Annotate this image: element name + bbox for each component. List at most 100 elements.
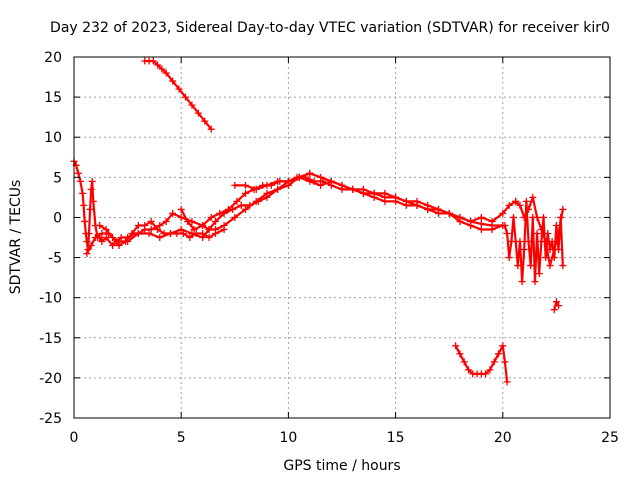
- data-point: [486, 366, 494, 374]
- data-point: [156, 221, 164, 229]
- series-track-9: [512, 193, 567, 270]
- data-point: [181, 93, 189, 101]
- tick-layer: 0 5 10 15 20 25 -25 -20 -15 -10 -5 0 5 10 15 20: [39, 50, 619, 446]
- grid-layer: [74, 57, 610, 418]
- data-point: [503, 378, 511, 386]
- data-point: [550, 306, 558, 314]
- data-point: [555, 302, 563, 310]
- data-point: [327, 177, 335, 185]
- data-point: [175, 85, 183, 93]
- data-point: [252, 185, 260, 193]
- data-point: [109, 234, 117, 241]
- data-point: [184, 217, 192, 225]
- data-point: [102, 234, 110, 241]
- y-tick-label: -25: [39, 411, 62, 427]
- data-point: [109, 242, 117, 250]
- data-point: [242, 205, 250, 213]
- data-point: [499, 209, 507, 217]
- y-tick-label: 0: [53, 210, 62, 226]
- data-point: [156, 234, 164, 241]
- x-tick-label: 0: [70, 430, 79, 446]
- data-point: [102, 225, 110, 233]
- y-tick-label: -5: [48, 251, 62, 267]
- data-point: [254, 197, 262, 205]
- data-point: [199, 221, 207, 229]
- data-point: [520, 246, 528, 254]
- data-point: [535, 270, 543, 278]
- data-point: [559, 205, 567, 213]
- data-point: [147, 225, 155, 233]
- data-point: [540, 213, 548, 221]
- data-point: [233, 197, 241, 205]
- x-axis-label: GPS time / hours: [283, 458, 400, 474]
- plot-frame: [73, 56, 611, 419]
- data-point: [74, 169, 82, 177]
- y-tick-label: -20: [39, 371, 62, 387]
- data-point: [154, 225, 162, 233]
- data-point: [231, 181, 239, 189]
- data-point: [501, 221, 509, 229]
- data-point: [284, 177, 292, 185]
- y-tick-label: 10: [44, 130, 62, 146]
- data-point: [96, 221, 104, 229]
- data-point: [87, 185, 95, 193]
- data-point: [224, 205, 232, 213]
- data-point: [452, 342, 460, 350]
- data-point: [237, 201, 245, 209]
- data-point: [201, 117, 209, 125]
- chart-title: Day 232 of 2023, Sidereal Day-to-day VTE…: [50, 20, 610, 36]
- data-point: [467, 221, 475, 229]
- data-point: [317, 181, 325, 189]
- x-tick-label: 25: [601, 430, 619, 446]
- data-point: [149, 57, 157, 65]
- data-point: [169, 77, 177, 85]
- data-point: [88, 177, 96, 185]
- series-track-10: [550, 298, 563, 314]
- data-point: [522, 197, 530, 205]
- data-point: [306, 169, 314, 177]
- data-point: [199, 229, 207, 237]
- data-point: [160, 229, 168, 237]
- data-point: [490, 358, 498, 366]
- data-point: [349, 185, 357, 193]
- data-point: [192, 229, 200, 237]
- data-point: [552, 298, 560, 306]
- data-point: [179, 229, 187, 237]
- data-point: [520, 213, 528, 221]
- data-point: [220, 225, 228, 233]
- data-point: [212, 217, 220, 225]
- data-point: [555, 229, 563, 237]
- data-point: [177, 213, 185, 221]
- y-tick-label: 15: [44, 90, 62, 106]
- data-point: [456, 217, 464, 225]
- data-point: [510, 213, 518, 221]
- data-point: [533, 213, 541, 221]
- data-point: [381, 189, 389, 197]
- y-tick-label: -15: [39, 331, 62, 347]
- data-point: [186, 234, 194, 241]
- data-point: [533, 229, 541, 237]
- data-point: [207, 213, 215, 221]
- y-tick-label: -10: [39, 291, 62, 307]
- data-point: [548, 238, 556, 246]
- data-point: [381, 197, 389, 205]
- data-point: [177, 225, 185, 233]
- data-point: [544, 229, 552, 237]
- data-point: [134, 229, 142, 237]
- data-point: [145, 229, 153, 237]
- data-point: [207, 125, 215, 133]
- data-point: [177, 205, 185, 213]
- data-point: [169, 209, 177, 217]
- data-point: [154, 61, 162, 69]
- data-point: [527, 262, 535, 270]
- data-point: [83, 250, 91, 258]
- data-point: [392, 197, 400, 205]
- data-point: [495, 350, 503, 358]
- data-point: [537, 225, 545, 233]
- series-track-5: [231, 173, 507, 233]
- data-point: [488, 217, 496, 225]
- x-tick-label: 10: [279, 430, 297, 446]
- data-point: [91, 234, 99, 241]
- data-point: [141, 221, 149, 229]
